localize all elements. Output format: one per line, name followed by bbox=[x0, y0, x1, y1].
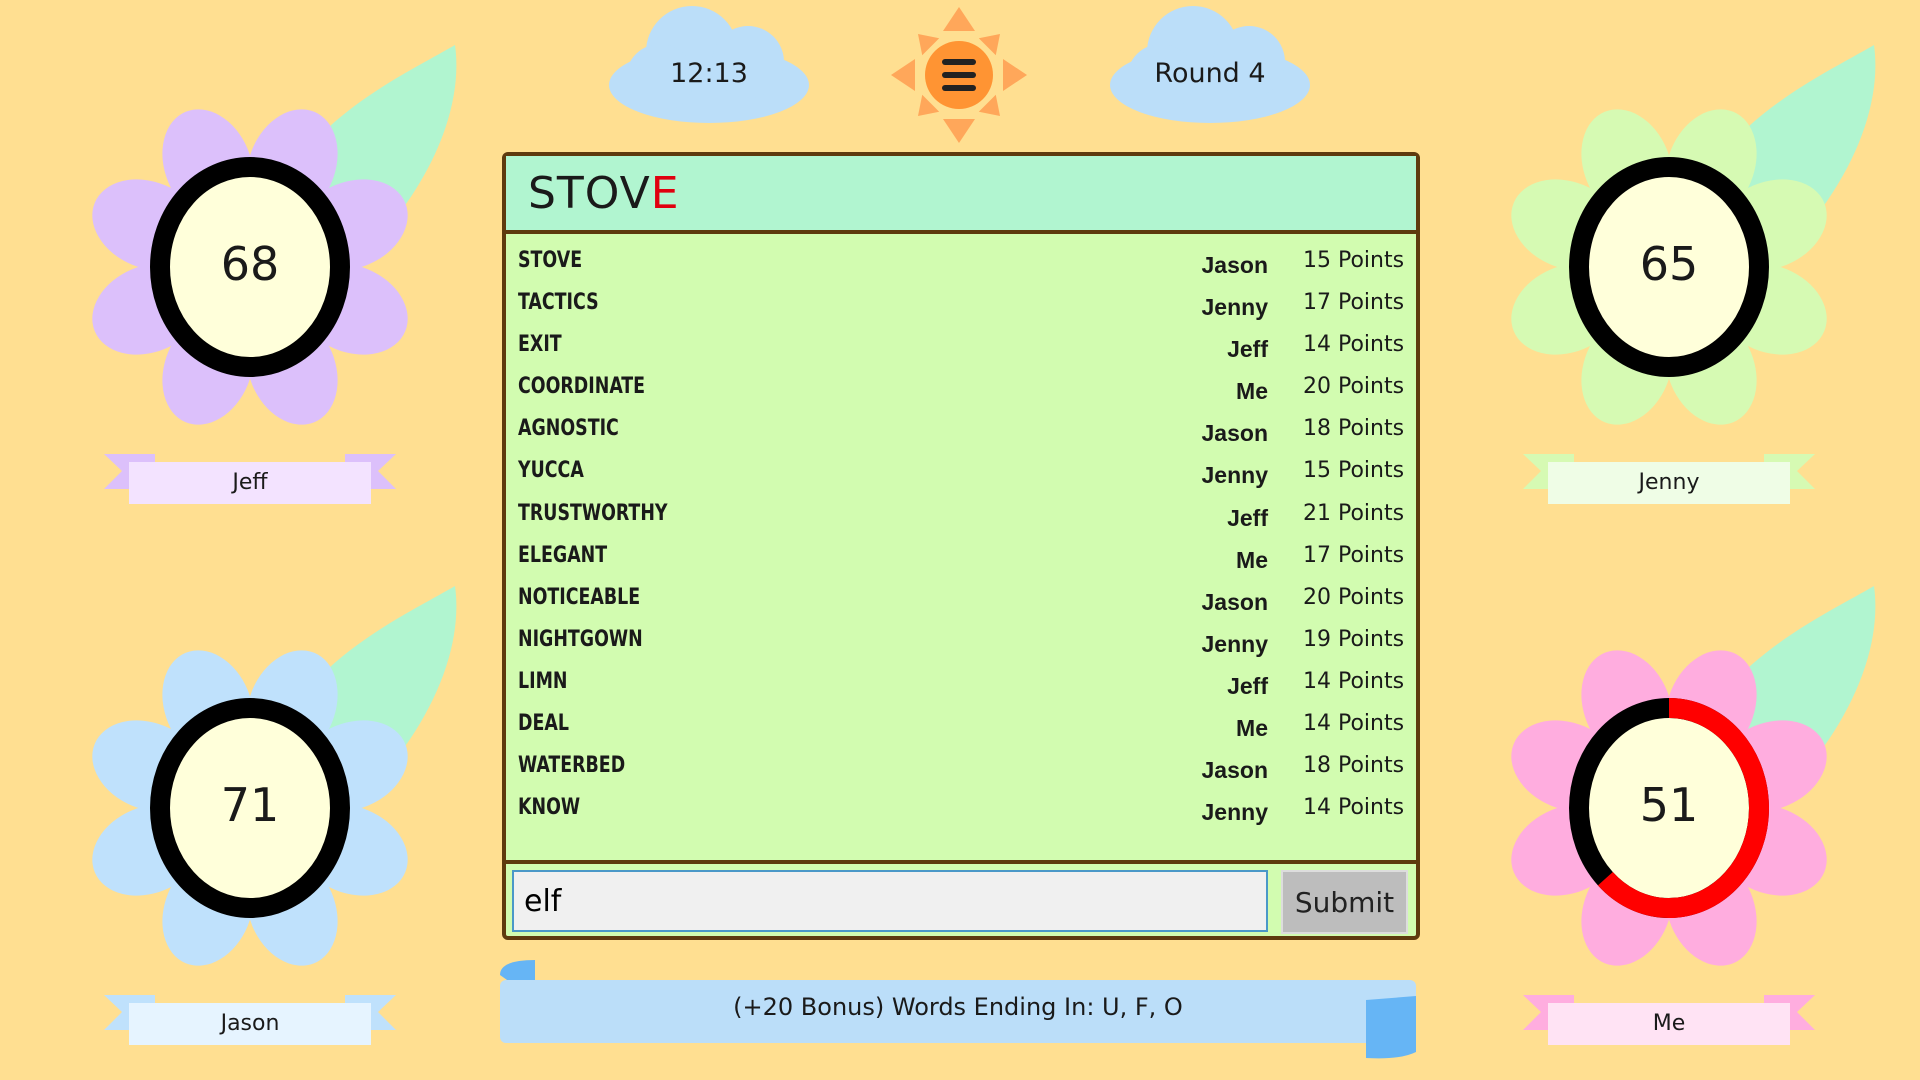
timer-display: 12:13 bbox=[670, 58, 748, 89]
word-player: Me bbox=[1236, 715, 1268, 742]
word-points: 20 Points bbox=[1303, 584, 1405, 610]
word-points: 17 Points bbox=[1303, 542, 1405, 568]
current-word: STOVE bbox=[528, 168, 680, 219]
word-points: 18 Points bbox=[1303, 416, 1405, 442]
word-points: 21 Points bbox=[1303, 500, 1405, 526]
word-points: 15 Points bbox=[1303, 248, 1405, 273]
word-player: Jenny bbox=[1201, 799, 1268, 826]
current-word-prefix: STOV bbox=[528, 168, 651, 219]
flower-jenny bbox=[1511, 45, 1876, 425]
word-row: ELEGANT Me 17 Points bbox=[506, 543, 1416, 585]
current-word-last-letter: E bbox=[650, 168, 680, 219]
flower-me bbox=[1511, 586, 1876, 966]
word-row: KNOW Jenny 14 Points bbox=[506, 795, 1416, 837]
word-points: 17 Points bbox=[1303, 290, 1405, 316]
word-row: TRUSTWORTHY Jeff 21 Points bbox=[506, 501, 1416, 543]
word-row: STOVE Jason 15 Points bbox=[506, 248, 1416, 290]
played-word: WATERBED bbox=[518, 753, 626, 779]
bonus-ribbon bbox=[500, 960, 1416, 1059]
word-points: 14 Points bbox=[1303, 795, 1405, 821]
word-player: Jenny bbox=[1201, 294, 1268, 321]
word-player: Jason bbox=[1201, 757, 1268, 784]
played-word: EXIT bbox=[518, 332, 562, 358]
played-word: NIGHTGOWN bbox=[518, 626, 643, 652]
played-word: STOVE bbox=[518, 248, 583, 273]
played-word: YUCCA bbox=[518, 458, 584, 484]
word-points: 14 Points bbox=[1303, 668, 1405, 694]
word-player: Jason bbox=[1201, 420, 1268, 447]
player-name: Jason bbox=[220, 1011, 280, 1036]
played-words-list: STOVE Jason 15 Points TACTICS Jenny 17 Points… bbox=[506, 248, 1416, 837]
word-row: NIGHTGOWN Jenny 19 Points bbox=[506, 627, 1416, 669]
word-row: NOTICEABLE Jason 20 Points bbox=[506, 585, 1416, 627]
word-player: Jeff bbox=[1227, 336, 1268, 363]
player-score: 51 bbox=[1639, 778, 1699, 832]
submit-button[interactable]: Submit bbox=[1281, 870, 1408, 934]
word-player: Me bbox=[1236, 546, 1268, 573]
player-name: Jeff bbox=[232, 470, 268, 495]
played-word: NOTICEABLE bbox=[518, 584, 641, 610]
word-row: TACTICS Jenny 17 Points bbox=[506, 290, 1416, 332]
round-display: Round 4 bbox=[1154, 58, 1266, 89]
flower-jason bbox=[92, 586, 457, 966]
input-row: Submit bbox=[506, 860, 1416, 940]
player-score: 68 bbox=[220, 237, 280, 291]
word-row: YUCCA Jenny 15 Points bbox=[506, 458, 1416, 500]
word-points: 14 Points bbox=[1303, 332, 1405, 358]
played-word: TACTICS bbox=[518, 290, 599, 316]
timer-cloud-icon bbox=[609, 6, 809, 123]
player-score: 71 bbox=[220, 778, 280, 832]
word-points: 18 Points bbox=[1303, 753, 1405, 779]
word-row: AGNOSTIC Jason 18 Points bbox=[506, 416, 1416, 458]
word-points: 20 Points bbox=[1303, 374, 1405, 400]
round-cloud-icon bbox=[1110, 6, 1310, 123]
played-word: KNOW bbox=[518, 795, 581, 821]
played-word: AGNOSTIC bbox=[518, 416, 619, 442]
current-word-header: STOVE bbox=[506, 156, 1416, 234]
name-banner bbox=[1523, 995, 1815, 1045]
word-player: Jenny bbox=[1201, 462, 1268, 489]
word-chain-panel: STOVE STOVE Jason 15 Points TACTICS Jenny 17 … bbox=[502, 152, 1420, 940]
player-score: 65 bbox=[1639, 237, 1699, 291]
timer-ring bbox=[1597, 698, 1769, 918]
word-row: EXIT Jeff 14 Points bbox=[506, 332, 1416, 374]
sun-menu-icon[interactable] bbox=[891, 7, 1027, 143]
word-player: Me bbox=[1236, 378, 1268, 405]
name-banner bbox=[104, 995, 396, 1045]
flower-jeff bbox=[92, 45, 457, 425]
played-word: TRUSTWORTHY bbox=[518, 500, 668, 526]
player-name: Me bbox=[1652, 1011, 1686, 1036]
word-player: Jeff bbox=[1227, 672, 1268, 699]
player-name: Jenny bbox=[1638, 470, 1700, 495]
played-word: ELEGANT bbox=[518, 542, 608, 568]
word-row: DEAL Me 14 Points bbox=[506, 711, 1416, 753]
played-word: LIMN bbox=[518, 668, 568, 694]
word-row: COORDINATE Me 20 Points bbox=[506, 374, 1416, 416]
played-word: COORDINATE bbox=[518, 374, 646, 400]
bonus-rule-text: (+20 Bonus) Words Ending In: U, F, O bbox=[733, 993, 1183, 1021]
word-player: Jason bbox=[1201, 252, 1268, 278]
word-row: WATERBED Jason 18 Points bbox=[506, 753, 1416, 795]
name-banner bbox=[104, 454, 396, 504]
word-points: 15 Points bbox=[1303, 458, 1405, 484]
word-points: 14 Points bbox=[1303, 711, 1405, 737]
word-input[interactable] bbox=[512, 870, 1268, 932]
word-player: Jenny bbox=[1201, 630, 1268, 657]
name-banner bbox=[1523, 454, 1815, 504]
word-player: Jeff bbox=[1227, 504, 1268, 531]
word-player: Jason bbox=[1201, 588, 1268, 615]
word-row: LIMN Jeff 14 Points bbox=[506, 669, 1416, 711]
played-word: DEAL bbox=[518, 711, 569, 737]
word-points: 19 Points bbox=[1303, 626, 1405, 652]
